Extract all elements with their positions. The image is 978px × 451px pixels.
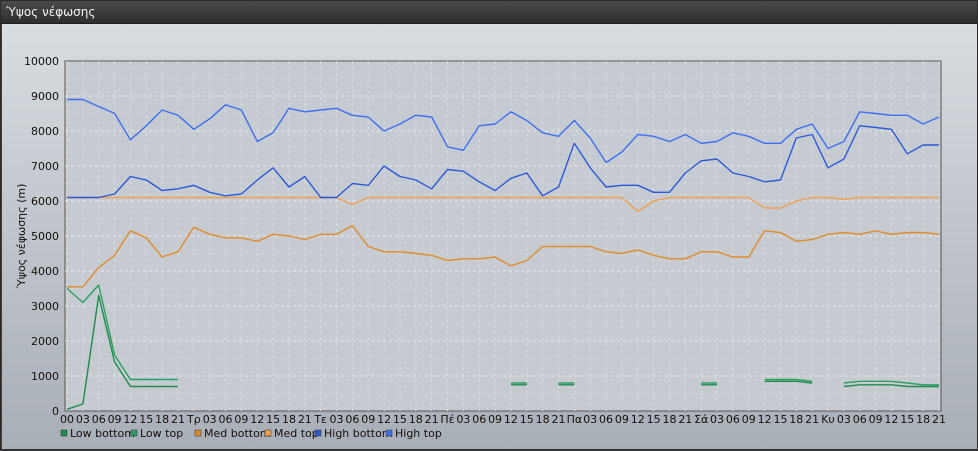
legend-swatch (194, 429, 202, 437)
series-line-med-bottom (67, 224, 940, 288)
x-tick-label: Πέ (440, 413, 454, 426)
x-tick-label: Πα (567, 413, 583, 426)
x-tick-label: 03 (837, 413, 851, 426)
x-tick-label: 06 (345, 413, 359, 426)
x-tick-label: 15 (139, 413, 153, 426)
x-tick-label: 06 (599, 413, 613, 426)
x-tick-label: 18 (662, 413, 676, 426)
x-tick-label: 12 (631, 413, 645, 426)
series-line-low-top (66, 284, 939, 386)
x-tick-label: 15 (900, 413, 914, 426)
x-tick-label: 12 (377, 413, 391, 426)
x-tick-label: 12 (884, 413, 898, 426)
x-tick-label: Σά (694, 413, 708, 426)
x-tick-label: 21 (425, 413, 439, 426)
legend-swatch (130, 429, 138, 437)
x-tick-label: 12 (250, 413, 264, 426)
legend-label: Med top (274, 427, 319, 440)
x-tick-label: 03 (203, 413, 217, 426)
x-tick-label: 09 (615, 413, 629, 426)
x-tick-label: 15 (773, 413, 787, 426)
y-tick-label: 8000 (31, 125, 59, 138)
x-tick-label: 09 (361, 413, 375, 426)
legend-swatch (264, 429, 272, 437)
x-tick-label: 18 (789, 413, 803, 426)
legend-swatch (314, 429, 322, 437)
legend-label: High bottom (324, 427, 393, 440)
x-tick-label: 09 (869, 413, 883, 426)
y-axis-label: Ύψος νέφωσης (m) (15, 184, 28, 290)
series-line-high-top (67, 98, 940, 164)
x-tick-label: 06 (219, 413, 233, 426)
x-tick-label: 18 (916, 413, 930, 426)
x-tick-label: 06 (92, 413, 106, 426)
x-tick-label: 18 (536, 413, 550, 426)
x-tick-label: 12 (123, 413, 137, 426)
x-tick-label: 03 (456, 413, 470, 426)
legend-label: High top (395, 427, 442, 440)
x-tick-label: 15 (520, 413, 534, 426)
x-tick-label: 21 (551, 413, 565, 426)
legend-label: Low bottom (70, 427, 135, 440)
legend-swatch (385, 429, 393, 437)
x-tick-label: 21 (932, 413, 946, 426)
x-tick-label: 03 (583, 413, 597, 426)
x-tick-label: 18 (282, 413, 296, 426)
x-tick-label: 06 (472, 413, 486, 426)
y-tick-label: 0 (52, 405, 59, 418)
x-tick-label: 15 (647, 413, 661, 426)
x-tick-label: 18 (409, 413, 423, 426)
legend-label: Low top (140, 427, 183, 440)
x-tick-label: 09 (234, 413, 248, 426)
x-tick-label: 06 (853, 413, 867, 426)
x-tick-label: 09 (108, 413, 122, 426)
x-tick-label: 21 (805, 413, 819, 426)
x-tick-label: 12 (758, 413, 772, 426)
x-tick-label: Τρ (186, 413, 201, 426)
y-tick-label: 3000 (31, 300, 59, 313)
x-tick-label: Τε (313, 413, 327, 426)
y-tick-label: 7000 (31, 160, 59, 173)
x-tick-label: 21 (298, 413, 312, 426)
x-tick-label: Κυ (821, 413, 835, 426)
series-line-med-top (67, 196, 939, 213)
x-tick-label: 03 (330, 413, 344, 426)
x-tick-label: 15 (266, 413, 280, 426)
legend-swatch (60, 429, 68, 437)
x-tick-label: 21 (678, 413, 692, 426)
x-tick-label: 18 (155, 413, 169, 426)
x-tick-label: 09 (742, 413, 756, 426)
x-tick-label: 12 (504, 413, 518, 426)
x-tick-label: 15 (393, 413, 407, 426)
x-tick-label: 00 (60, 413, 74, 426)
y-tick-label: 9000 (31, 90, 59, 103)
series-line-high-bottom (67, 125, 939, 199)
title-bar: Ύψος νέφωσης (1, 1, 977, 24)
legend-label: Med bottom (204, 427, 271, 440)
y-tick-label: 6000 (31, 195, 59, 208)
y-tick-label: 10000 (24, 55, 59, 68)
x-tick-label: 03 (76, 413, 90, 426)
x-tick-label: 03 (710, 413, 724, 426)
x-tick-label: 21 (171, 413, 185, 426)
x-tick-label: 09 (488, 413, 502, 426)
y-tick-label: 5000 (31, 230, 59, 243)
window-title: Ύψος νέφωσης (6, 5, 96, 19)
series-line-low-bottom (66, 294, 939, 410)
x-tick-label: 06 (726, 413, 740, 426)
y-tick-label: 4000 (31, 265, 59, 278)
y-tick-label: 2000 (31, 335, 59, 348)
y-tick-label: 1000 (31, 370, 59, 383)
